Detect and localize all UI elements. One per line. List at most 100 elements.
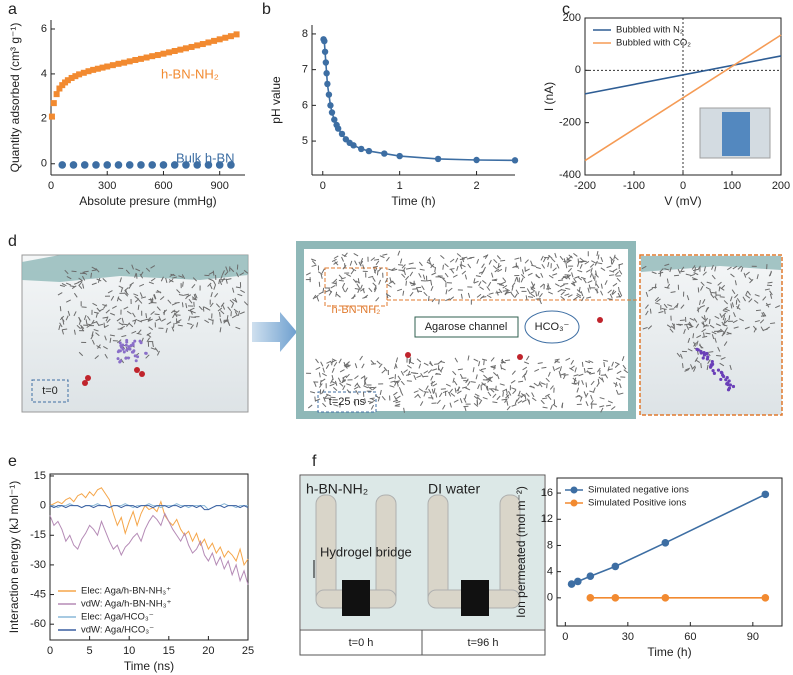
molecule xyxy=(324,289,330,293)
molecule xyxy=(508,390,512,396)
point xyxy=(103,161,112,169)
molecule xyxy=(684,368,690,372)
molecule xyxy=(212,319,214,325)
molecule xyxy=(418,363,422,369)
series-label: h-BN-NH₂ xyxy=(161,66,219,81)
nanosheet xyxy=(139,341,143,345)
molecule xyxy=(502,290,508,292)
molecule xyxy=(450,268,455,274)
y-tick-label: 0 xyxy=(40,500,46,512)
molecule xyxy=(356,383,361,389)
molecule xyxy=(702,271,707,276)
molecule xyxy=(589,263,595,268)
molecule xyxy=(531,264,537,267)
molecule xyxy=(315,358,319,364)
molecule xyxy=(393,399,399,403)
x-tick-label: 100 xyxy=(723,180,741,192)
y-tick-label: 0 xyxy=(41,158,47,170)
molecule xyxy=(345,364,351,367)
legend-label: Simulated Positive ions xyxy=(588,498,686,509)
molecule xyxy=(131,330,137,334)
molecule xyxy=(547,395,552,401)
point xyxy=(80,69,87,76)
molecule xyxy=(753,299,759,304)
molecule xyxy=(769,290,773,296)
point xyxy=(90,66,97,73)
molecule xyxy=(331,374,334,381)
molecule xyxy=(768,271,772,277)
molecule xyxy=(237,293,243,297)
molecule xyxy=(118,285,124,289)
molecule xyxy=(535,266,541,270)
molecule xyxy=(722,315,726,321)
molecule xyxy=(708,318,711,324)
molecule xyxy=(576,387,580,393)
molecule xyxy=(488,376,494,381)
molecule xyxy=(91,331,94,337)
molecule xyxy=(612,268,618,272)
series-label: Bulk h-BN xyxy=(176,150,235,165)
point xyxy=(322,59,330,66)
molecule xyxy=(225,266,228,272)
molecule xyxy=(456,265,459,271)
y-tick-label: 6 xyxy=(302,99,308,111)
molecule xyxy=(502,391,504,397)
point xyxy=(137,161,145,169)
molecule xyxy=(534,368,540,372)
molecule xyxy=(586,296,592,299)
point xyxy=(216,36,223,43)
nanosheet xyxy=(136,355,140,359)
nanosheet xyxy=(119,359,123,363)
molecule xyxy=(689,317,695,321)
molecule xyxy=(150,347,156,350)
molecule xyxy=(210,292,213,298)
molecule xyxy=(523,375,526,381)
molecule xyxy=(616,370,622,374)
molecule xyxy=(719,296,725,298)
molecule xyxy=(603,361,606,368)
x-axis-label: Time (ns) xyxy=(124,659,174,673)
molecule xyxy=(578,286,581,292)
molecules xyxy=(57,250,781,413)
y-tick-label: 2 xyxy=(41,113,47,125)
molecule xyxy=(611,361,614,367)
molecule xyxy=(385,293,389,299)
molecule xyxy=(459,264,463,270)
molecule xyxy=(723,319,729,324)
molecule xyxy=(492,393,497,398)
ion xyxy=(134,367,140,373)
point xyxy=(325,91,333,98)
molecule xyxy=(153,293,157,299)
molecule xyxy=(140,296,146,299)
molecule xyxy=(177,324,183,327)
molecule xyxy=(208,271,214,275)
molecule xyxy=(359,355,363,361)
molecule xyxy=(341,378,346,384)
molecule xyxy=(361,363,365,369)
molecule xyxy=(524,259,529,264)
point xyxy=(233,31,240,38)
clamp xyxy=(342,580,370,616)
molecule xyxy=(401,264,406,269)
x-tick-label: 60 xyxy=(684,631,696,643)
molecule xyxy=(390,380,396,383)
molecule xyxy=(654,283,657,289)
molecule xyxy=(398,269,404,272)
molecule xyxy=(609,293,613,299)
molecule xyxy=(416,358,422,363)
molecule xyxy=(237,310,241,316)
molecule xyxy=(409,361,415,365)
molecule xyxy=(541,263,546,269)
molecule xyxy=(594,288,599,293)
molecule xyxy=(677,268,681,274)
molecule xyxy=(202,306,205,312)
molecule xyxy=(747,290,751,296)
molecule xyxy=(430,394,434,400)
molecule xyxy=(540,255,544,261)
series-line xyxy=(584,34,782,162)
molecule xyxy=(318,383,323,388)
nanosheet xyxy=(710,360,714,364)
molecule xyxy=(525,295,528,301)
molecule xyxy=(373,258,380,261)
molecule xyxy=(403,407,405,413)
